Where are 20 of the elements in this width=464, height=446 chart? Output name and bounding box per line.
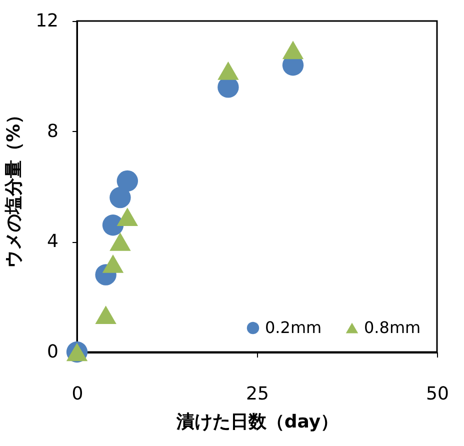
legend-label: 0.2mm xyxy=(265,318,322,337)
point xyxy=(116,208,138,226)
y-tick-label: 4 xyxy=(47,231,58,252)
x-tick-label: 0 xyxy=(72,384,84,404)
legend-label: 0.8mm xyxy=(364,318,421,337)
y-tick-label: 8 xyxy=(47,120,58,142)
x-axis-title: 漬けた日数（day） xyxy=(175,412,339,432)
point xyxy=(95,306,116,324)
point xyxy=(110,186,131,208)
x-tick-label: 50 xyxy=(426,384,449,404)
point xyxy=(218,61,239,80)
x-tick-label: 25 xyxy=(246,384,269,404)
y-tick-label: 12 xyxy=(36,10,58,32)
y-axis-title: ウメの塩分量（%） xyxy=(4,106,25,268)
point xyxy=(110,232,131,251)
point xyxy=(102,214,124,236)
point xyxy=(116,170,138,192)
point xyxy=(102,254,124,273)
point xyxy=(282,40,304,60)
y-tick-label: 0 xyxy=(47,342,58,362)
